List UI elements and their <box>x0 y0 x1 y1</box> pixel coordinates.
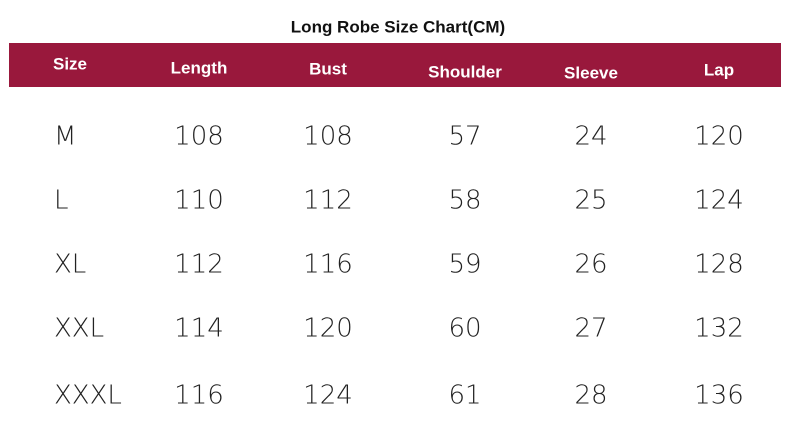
table-cell: 114 <box>174 314 224 344</box>
table-cell: 57 <box>448 122 481 152</box>
table-cell: 61 <box>448 381 481 411</box>
table-cell: 28 <box>574 381 607 411</box>
table-cell: 112 <box>303 186 353 216</box>
chart-title: Long Robe Size Chart(CM) <box>291 17 505 36</box>
size-label: L <box>54 186 69 216</box>
table-cell: 59 <box>448 250 481 280</box>
table-cell: 27 <box>574 314 607 344</box>
table-cell: 124 <box>694 186 744 216</box>
table-cell: 26 <box>574 250 607 280</box>
table-cell: 136 <box>694 381 744 411</box>
column-header: Shoulder <box>428 62 502 81</box>
table-cell: 116 <box>303 250 353 280</box>
table-cell: 132 <box>694 314 744 344</box>
column-header: Sleeve <box>564 63 618 82</box>
table-cell: 112 <box>174 250 224 280</box>
table-cell: 108 <box>303 122 353 152</box>
table-cell: 120 <box>694 122 744 152</box>
size-label: XXL <box>54 314 104 344</box>
table-cell: 24 <box>574 122 607 152</box>
table-cell: 124 <box>303 381 353 411</box>
size-label: M <box>54 122 76 152</box>
header-bar <box>9 43 781 87</box>
table-cell: 60 <box>448 314 481 344</box>
column-header: Length <box>171 58 228 77</box>
table-cell: 108 <box>174 122 224 152</box>
table-cell: 25 <box>574 186 607 216</box>
table-cell: 116 <box>174 381 224 411</box>
table-cell: 110 <box>174 186 224 216</box>
column-header: Bust <box>309 59 347 78</box>
table-cell: 128 <box>694 250 744 280</box>
table-cell: 120 <box>303 314 353 344</box>
column-header: Lap <box>704 60 734 79</box>
column-header: Size <box>53 54 87 73</box>
size-label: XL <box>54 250 86 280</box>
table-cell: 58 <box>448 186 481 216</box>
size-label: XXXL <box>54 381 122 411</box>
